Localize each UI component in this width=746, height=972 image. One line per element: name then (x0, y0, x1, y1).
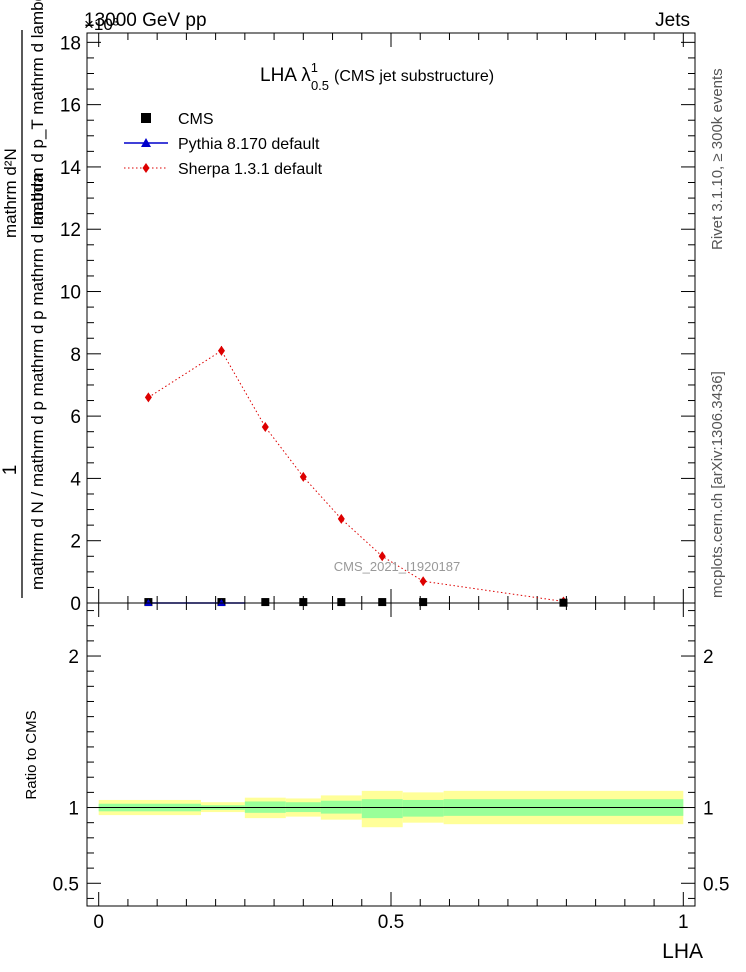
y-exponent: ×10³ (84, 15, 119, 34)
ratio-y-tick-label-right: 0.5 (703, 874, 729, 895)
sherpa-point (419, 576, 427, 587)
main-y-tick-label: 8 (70, 345, 81, 366)
legend-pythia-marker (141, 138, 151, 147)
plot-title: LHA λ1 0.5(CMS jet substructure) (260, 60, 494, 93)
y-label-top: 1 (0, 465, 21, 476)
main-y-tick-label: 16 (60, 96, 81, 117)
cms-data-point (419, 598, 428, 607)
ratio-stat-uncertainty-band (402, 799, 444, 817)
main-y-axis: 0 2 4 6 8 10 12 14 16 18 (60, 33, 695, 615)
ratio-panel: 0.5 0.51 12 2 0 0.5 1 Ratio to CMS LHA (23, 602, 729, 963)
sherpa-line (148, 350, 564, 602)
mcplots-label: mcplots.cern.ch [arXiv:1306.3436] (709, 371, 726, 598)
ratio-y-label: Ratio to CMS (23, 710, 40, 799)
ratio-stat-uncertainty-band (361, 799, 403, 819)
y-label-numerator: mathrm d²N (1, 148, 20, 238)
sherpa-point (337, 513, 345, 524)
cms-data-point (337, 598, 346, 607)
cms-data-point (261, 598, 270, 607)
ratio-x-tick-label: 1 (678, 912, 689, 933)
y-label-numerator-den: mathrm d p_T mathrm d lambda (28, 0, 47, 225)
main-y-tick-label: 10 (60, 283, 81, 304)
cms-data-point (299, 598, 308, 607)
ratio-y-tick-label-right: 2 (703, 647, 714, 668)
ratio-y-tick-label: 1 (68, 799, 79, 820)
main-y-tick-label: 12 (60, 220, 81, 241)
ratio-y-tick-label: 0.5 (53, 874, 79, 895)
sherpa-point (217, 345, 225, 356)
ratio-y-tick-label: 2 (68, 647, 79, 668)
main-panel: 0 2 4 6 8 10 12 14 16 18 LHA λ1 0.5(CMS jet substr… (0, 0, 696, 615)
main-y-tick-label: 6 (70, 407, 81, 428)
legend-label: CMS (178, 111, 214, 128)
header-process: Jets (655, 10, 690, 31)
legend-sherpa-marker (142, 163, 150, 173)
legend: CMS Pythia 8.170 default Sherpa 1.3.1 defa… (124, 111, 323, 178)
ratio-x-axis: 0 0.5 1 (93, 603, 689, 933)
rivet-label: Rivet 3.1.10, ≥ 300k events (709, 68, 726, 250)
ratio-x-tick-label: 0 (93, 912, 104, 933)
main-y-tick-label: 0 (70, 594, 81, 615)
ratio-y-axis: 0.5 0.5 1 1 2 2 (53, 610, 729, 899)
x-axis-label: LHA (662, 940, 703, 963)
header-energy: 13000 GeV pp (84, 10, 207, 31)
sherpa-point (144, 392, 152, 403)
main-y-tick-label: 18 (60, 33, 81, 54)
analysis-watermark: CMS_2021_I1920187 (334, 559, 461, 574)
ratio-y-tick-label-right: 1 (703, 799, 714, 820)
legend-cms-marker (141, 113, 151, 123)
y-label-denominator: mathrm d N / mathrm d p mathrm d p mathr… (28, 173, 47, 590)
sherpa-point (261, 422, 269, 433)
cms-data-point (378, 598, 387, 607)
legend-label: Sherpa 1.3.1 default (178, 161, 323, 178)
sherpa-point (378, 551, 386, 562)
ratio-x-tick-label: 0.5 (378, 912, 404, 933)
ratio-bands (98, 790, 684, 828)
main-y-tick-label: 14 (60, 158, 82, 179)
main-y-tick-label: 2 (70, 532, 81, 553)
main-y-tick-label: 4 (70, 469, 81, 490)
legend-label: Pythia 8.170 default (178, 136, 320, 153)
main-y-label: 1 mathrm d N / mathrm d p mathrm d p mat… (0, 0, 47, 598)
ratio-frame (86, 602, 696, 907)
sherpa-point (299, 471, 307, 482)
